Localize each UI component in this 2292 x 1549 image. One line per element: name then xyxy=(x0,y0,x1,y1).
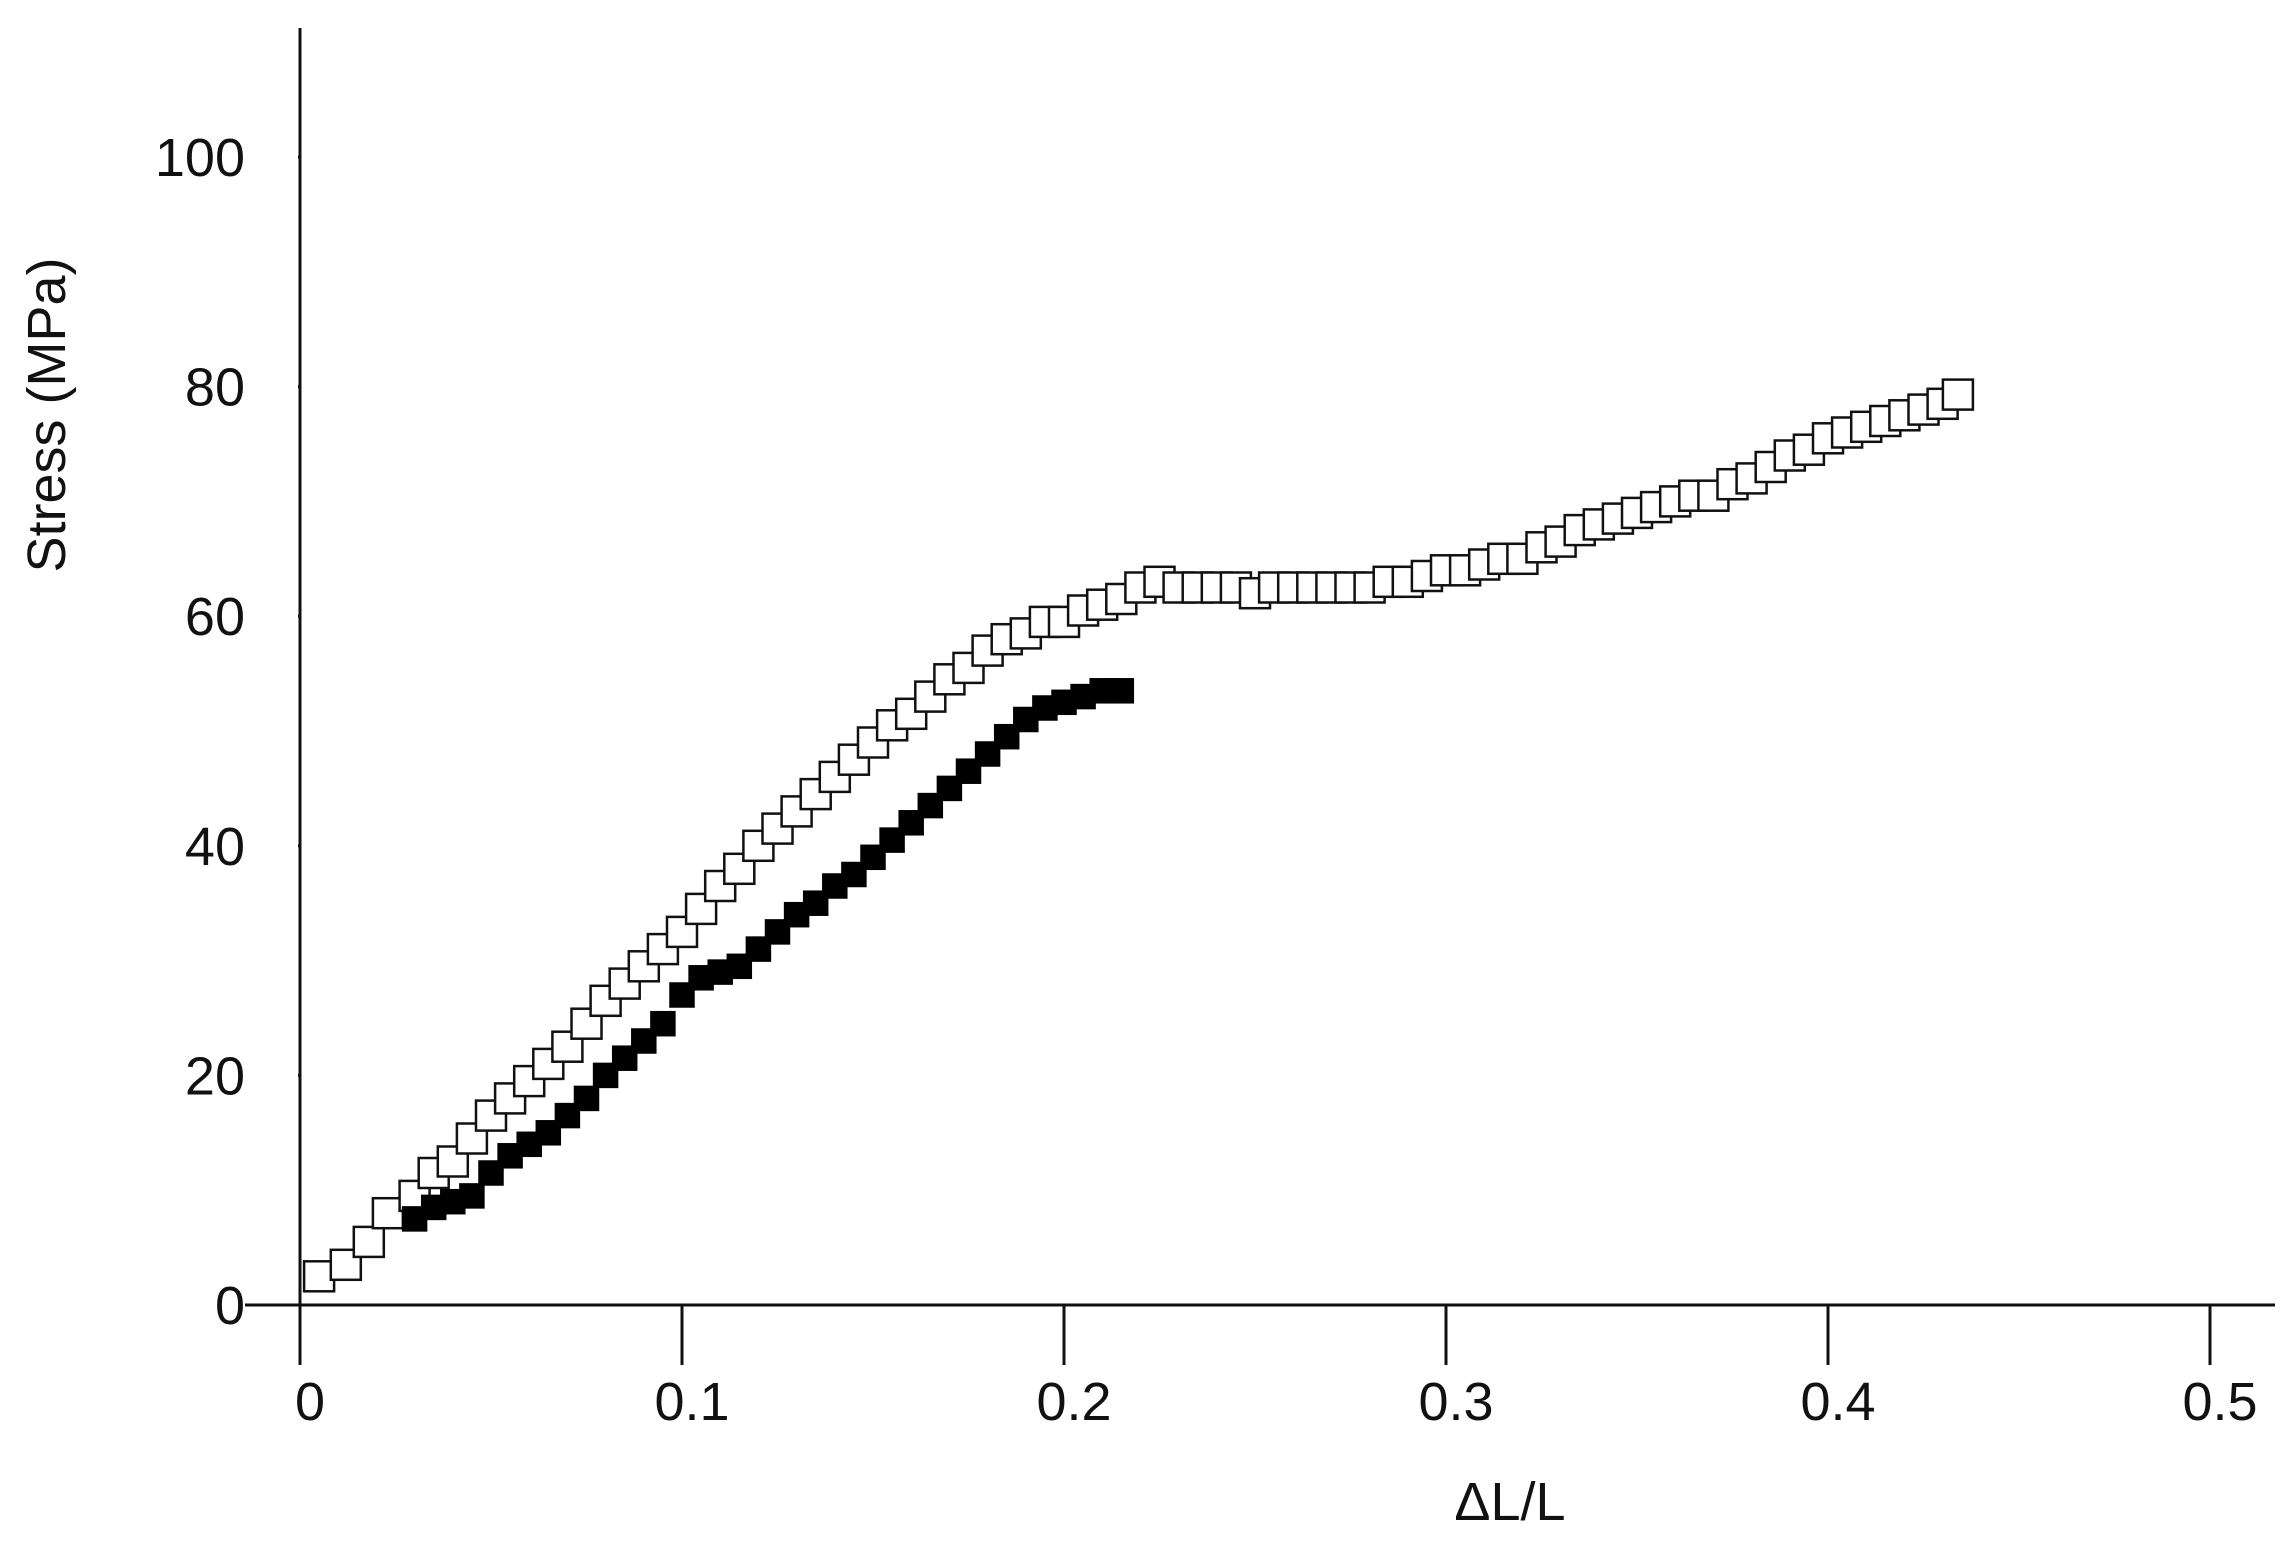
series-connector-line xyxy=(318,393,1959,1278)
y-tick-label: 40 xyxy=(185,817,245,877)
y-tick-label: 80 xyxy=(185,358,245,418)
open-square-point xyxy=(589,984,622,1018)
x-tick-label: 0.1 xyxy=(654,1372,729,1432)
y-tick-label: 60 xyxy=(185,587,245,647)
open-square-point xyxy=(371,1196,405,1230)
open-square-point xyxy=(818,760,852,794)
open-square-point xyxy=(894,697,928,731)
y-tick-label: 20 xyxy=(185,1046,245,1106)
open-square-point xyxy=(352,1225,386,1259)
x-ticks: 0 0.1 0.2 0.3 0.4 0.5 xyxy=(295,1305,2258,1432)
filled-square-point xyxy=(1108,678,1135,704)
filled-square-point xyxy=(420,1194,447,1221)
y-tick-label: 0 xyxy=(215,1276,245,1336)
open-square-point xyxy=(780,795,813,828)
series-filled-squares xyxy=(401,678,1135,1232)
x-axis-title: ΔL/L xyxy=(1454,1472,1565,1532)
filled-square-point xyxy=(535,1120,562,1146)
filled-square-point xyxy=(573,1085,600,1112)
x-tick-label: 0.2 xyxy=(1036,1372,1111,1432)
y-axis-title: Stress (MPa) xyxy=(17,257,77,572)
x-tick-label: 0.4 xyxy=(1800,1372,1875,1432)
x-tick-label: 0 xyxy=(295,1372,325,1432)
open-square-point xyxy=(302,1260,336,1293)
filled-square-point xyxy=(650,1010,676,1037)
y-ticks: 0 20 40 60 80 100 xyxy=(155,128,300,1336)
x-tick-label: 0.3 xyxy=(1418,1372,1493,1432)
filled-square-point xyxy=(459,1183,485,1209)
open-square-point xyxy=(455,1122,489,1155)
open-square-point xyxy=(684,892,718,926)
open-square-point xyxy=(1941,378,1975,411)
series-open-squares xyxy=(302,378,1975,1293)
y-tick-label: 100 xyxy=(155,128,245,188)
axes xyxy=(245,28,2275,1362)
plot-series xyxy=(302,378,1975,1293)
x-tick-label: 0.5 xyxy=(2182,1372,2257,1432)
open-square-point xyxy=(665,915,699,949)
